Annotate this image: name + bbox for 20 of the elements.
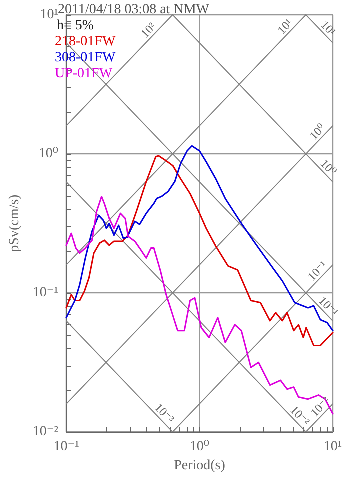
annotation: 10² bbox=[138, 19, 160, 41]
x-axis-title: Period(s) bbox=[174, 458, 226, 474]
annotation: 10⁻² bbox=[308, 394, 334, 420]
y-tick-label: 10⁻² bbox=[32, 424, 58, 440]
chart-title: 2011/04/18 03:08 at NMW bbox=[58, 2, 210, 18]
annotation: 10⁻¹ bbox=[304, 258, 330, 284]
annotation: 10¹ bbox=[318, 18, 340, 40]
x-tick-label: 10⁻¹ bbox=[54, 440, 80, 455]
y-tick-label: 10¹ bbox=[40, 8, 58, 22]
annotation: 10⁰ bbox=[306, 120, 329, 143]
text: 218-01FW bbox=[55, 34, 116, 50]
annotation: 10⁻³ bbox=[152, 400, 178, 426]
annotation: 10¹ bbox=[274, 16, 296, 38]
y-tick-label: 10⁻¹ bbox=[32, 286, 58, 301]
y-tick-label: 10⁰ bbox=[38, 146, 59, 162]
annotation: 10⁻¹ bbox=[316, 294, 342, 320]
x-tick-label: 10¹ bbox=[324, 440, 342, 455]
y-axis-title: pSv(cm/s) bbox=[8, 194, 22, 252]
x-tick-label: 10⁰ bbox=[190, 440, 210, 455]
annotation: 10⁰ bbox=[318, 156, 340, 178]
